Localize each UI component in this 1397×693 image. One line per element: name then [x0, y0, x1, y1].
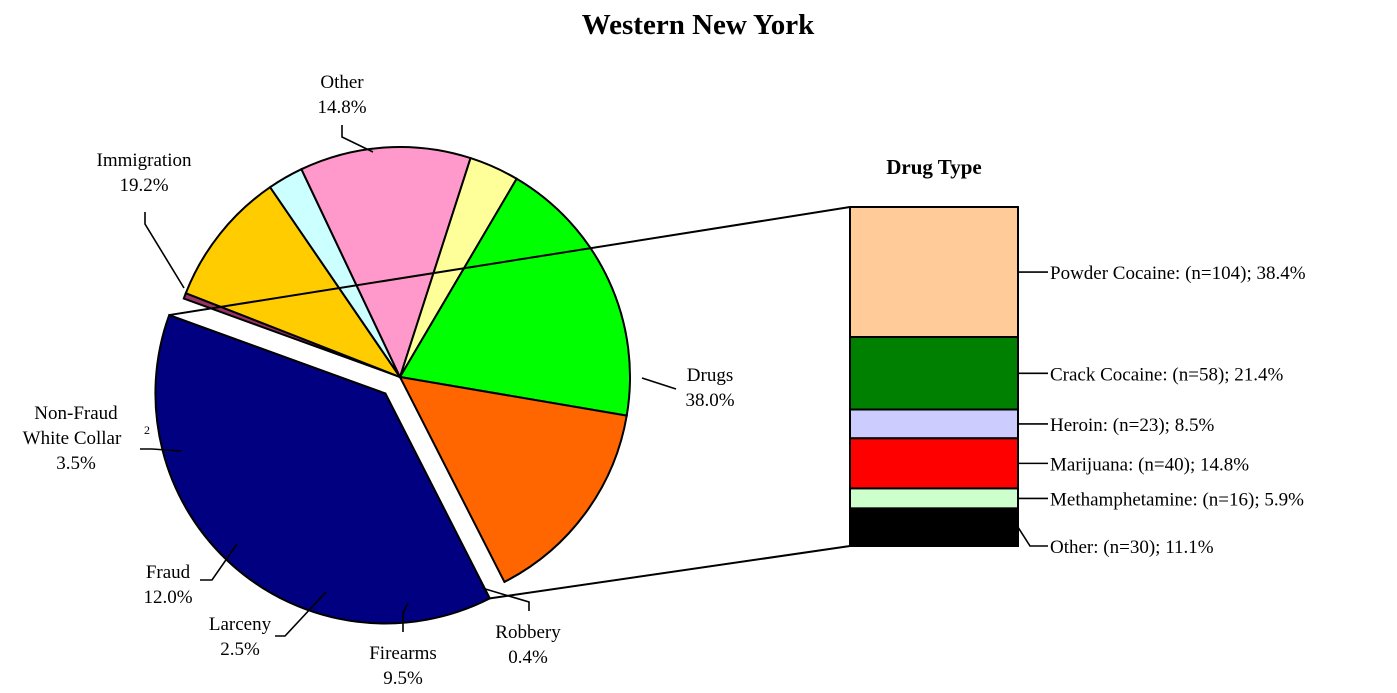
connector-line-top — [169, 206, 851, 317]
slice-label-firearms: Firearms — [369, 643, 437, 664]
slice-label-other: Other — [320, 72, 364, 93]
drug-type-title: Drug Type — [886, 155, 981, 179]
slice-value-drugs: 38.0% — [685, 390, 734, 411]
slice-label-drugs: Drugs — [687, 365, 733, 386]
pie-slice-other — [398, 375, 628, 584]
slice-value-fraud: 12.0% — [143, 587, 192, 608]
slice-value-non-fraud-white-collar: 3.5% — [56, 453, 96, 474]
pie-slice-firearms — [184, 185, 403, 380]
slice-label-immigration: Immigration — [97, 150, 192, 171]
slice-value-firearms: 9.5% — [383, 668, 423, 689]
slice-label-line2-non-fraud-white-collar: White Collar — [23, 428, 122, 449]
bar-segment-powder-cocaine — [849, 206, 1019, 339]
connector-lines — [169, 206, 851, 600]
slice-label-larceny: Larceny — [209, 614, 272, 635]
bar-label-methamphetamine: Methamphetamine: (n=16); 5.9% — [1050, 489, 1304, 510]
drug-type-stacked-bar: Powder Cocaine: (n=104); 38.4% Crack Coca… — [849, 206, 1306, 558]
slice-label-fraud: Fraud — [146, 562, 191, 583]
slice-value-larceny: 2.5% — [220, 639, 260, 660]
leader-line-larceny — [275, 591, 327, 637]
bar-label-marijuana: Marijuana: (n=40); 14.8% — [1050, 454, 1249, 475]
pie-slice-fraud — [300, 146, 472, 380]
pie-slice-drugs — [154, 313, 492, 625]
slice-label-non-fraud-white-collar: Non-Fraud — [34, 403, 118, 424]
bar-leader-other — [1017, 526, 1048, 547]
bar-segment-marijuana — [849, 437, 1019, 490]
bar-segment-crack-cocaine — [849, 336, 1019, 411]
leader-line-fraud — [200, 543, 238, 581]
bar-label-other: Other: (n=30); 11.1% — [1050, 537, 1214, 558]
pie-chart: Drugs 38.0% Robbery 0.4% Firearms 9.5% Larceny… — [23, 72, 735, 689]
slice-label-robbery: Robbery — [495, 622, 561, 643]
bar-label-powder-cocaine: Powder Cocaine: (n=104); 38.4% — [1050, 263, 1306, 284]
slice-value-immigration: 19.2% — [119, 175, 168, 196]
leader-line-immigration — [144, 212, 185, 289]
pie-slice-immigration — [398, 177, 631, 417]
bar-segment-methamphetamine — [849, 487, 1019, 510]
bar-segment-other — [849, 507, 1019, 548]
leader-line-drugs — [641, 377, 677, 390]
connector-line-bottom — [489, 545, 851, 600]
bar-label-crack-cocaine: Crack Cocaine: (n=58); 21.4% — [1050, 364, 1284, 385]
leader-line-firearms — [402, 602, 409, 632]
slice-value-other: 14.8% — [317, 97, 366, 118]
leader-line-robbery — [481, 587, 530, 611]
chart-title: Western New York — [582, 9, 815, 41]
leader-line-other — [341, 125, 374, 153]
bar-segment-heroin — [849, 408, 1019, 440]
footnote-marker: 2 — [144, 423, 150, 437]
leader-line-non-fraud-white-collar — [140, 448, 182, 452]
bar-label-heroin: Heroin: (n=23); 8.5% — [1050, 415, 1214, 436]
slice-value-robbery: 0.4% — [508, 647, 548, 668]
